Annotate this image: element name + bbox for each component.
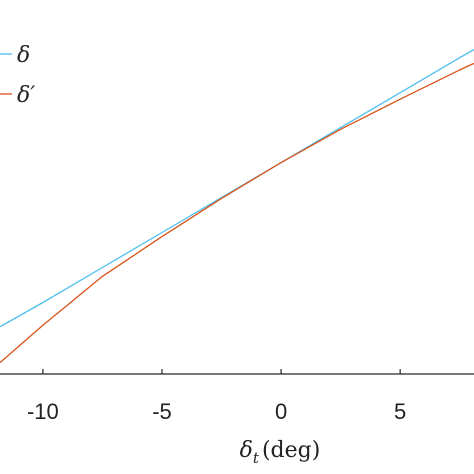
x-axis-label: δt (deg) [240,438,321,467]
x-tick-label: 0 [275,399,287,424]
plot-area [0,0,474,374]
x-ticks: -10 -5 0 5 [27,369,406,424]
series-layer [0,49,474,364]
x-tick-label: 5 [394,399,406,424]
x-axis-label-symbol: δ [240,438,253,463]
series-line-delta-prime [0,62,474,364]
legend: δ δ′ [0,43,35,108]
x-tick-label: -10 [27,399,59,424]
x-tick-label: -5 [152,399,172,424]
legend-label-delta: δ [17,43,30,68]
x-axis-label-unit: (deg) [262,438,320,463]
legend-label-delta-prime: δ′ [17,83,35,108]
x-axis-label-subscript: t [253,449,260,467]
